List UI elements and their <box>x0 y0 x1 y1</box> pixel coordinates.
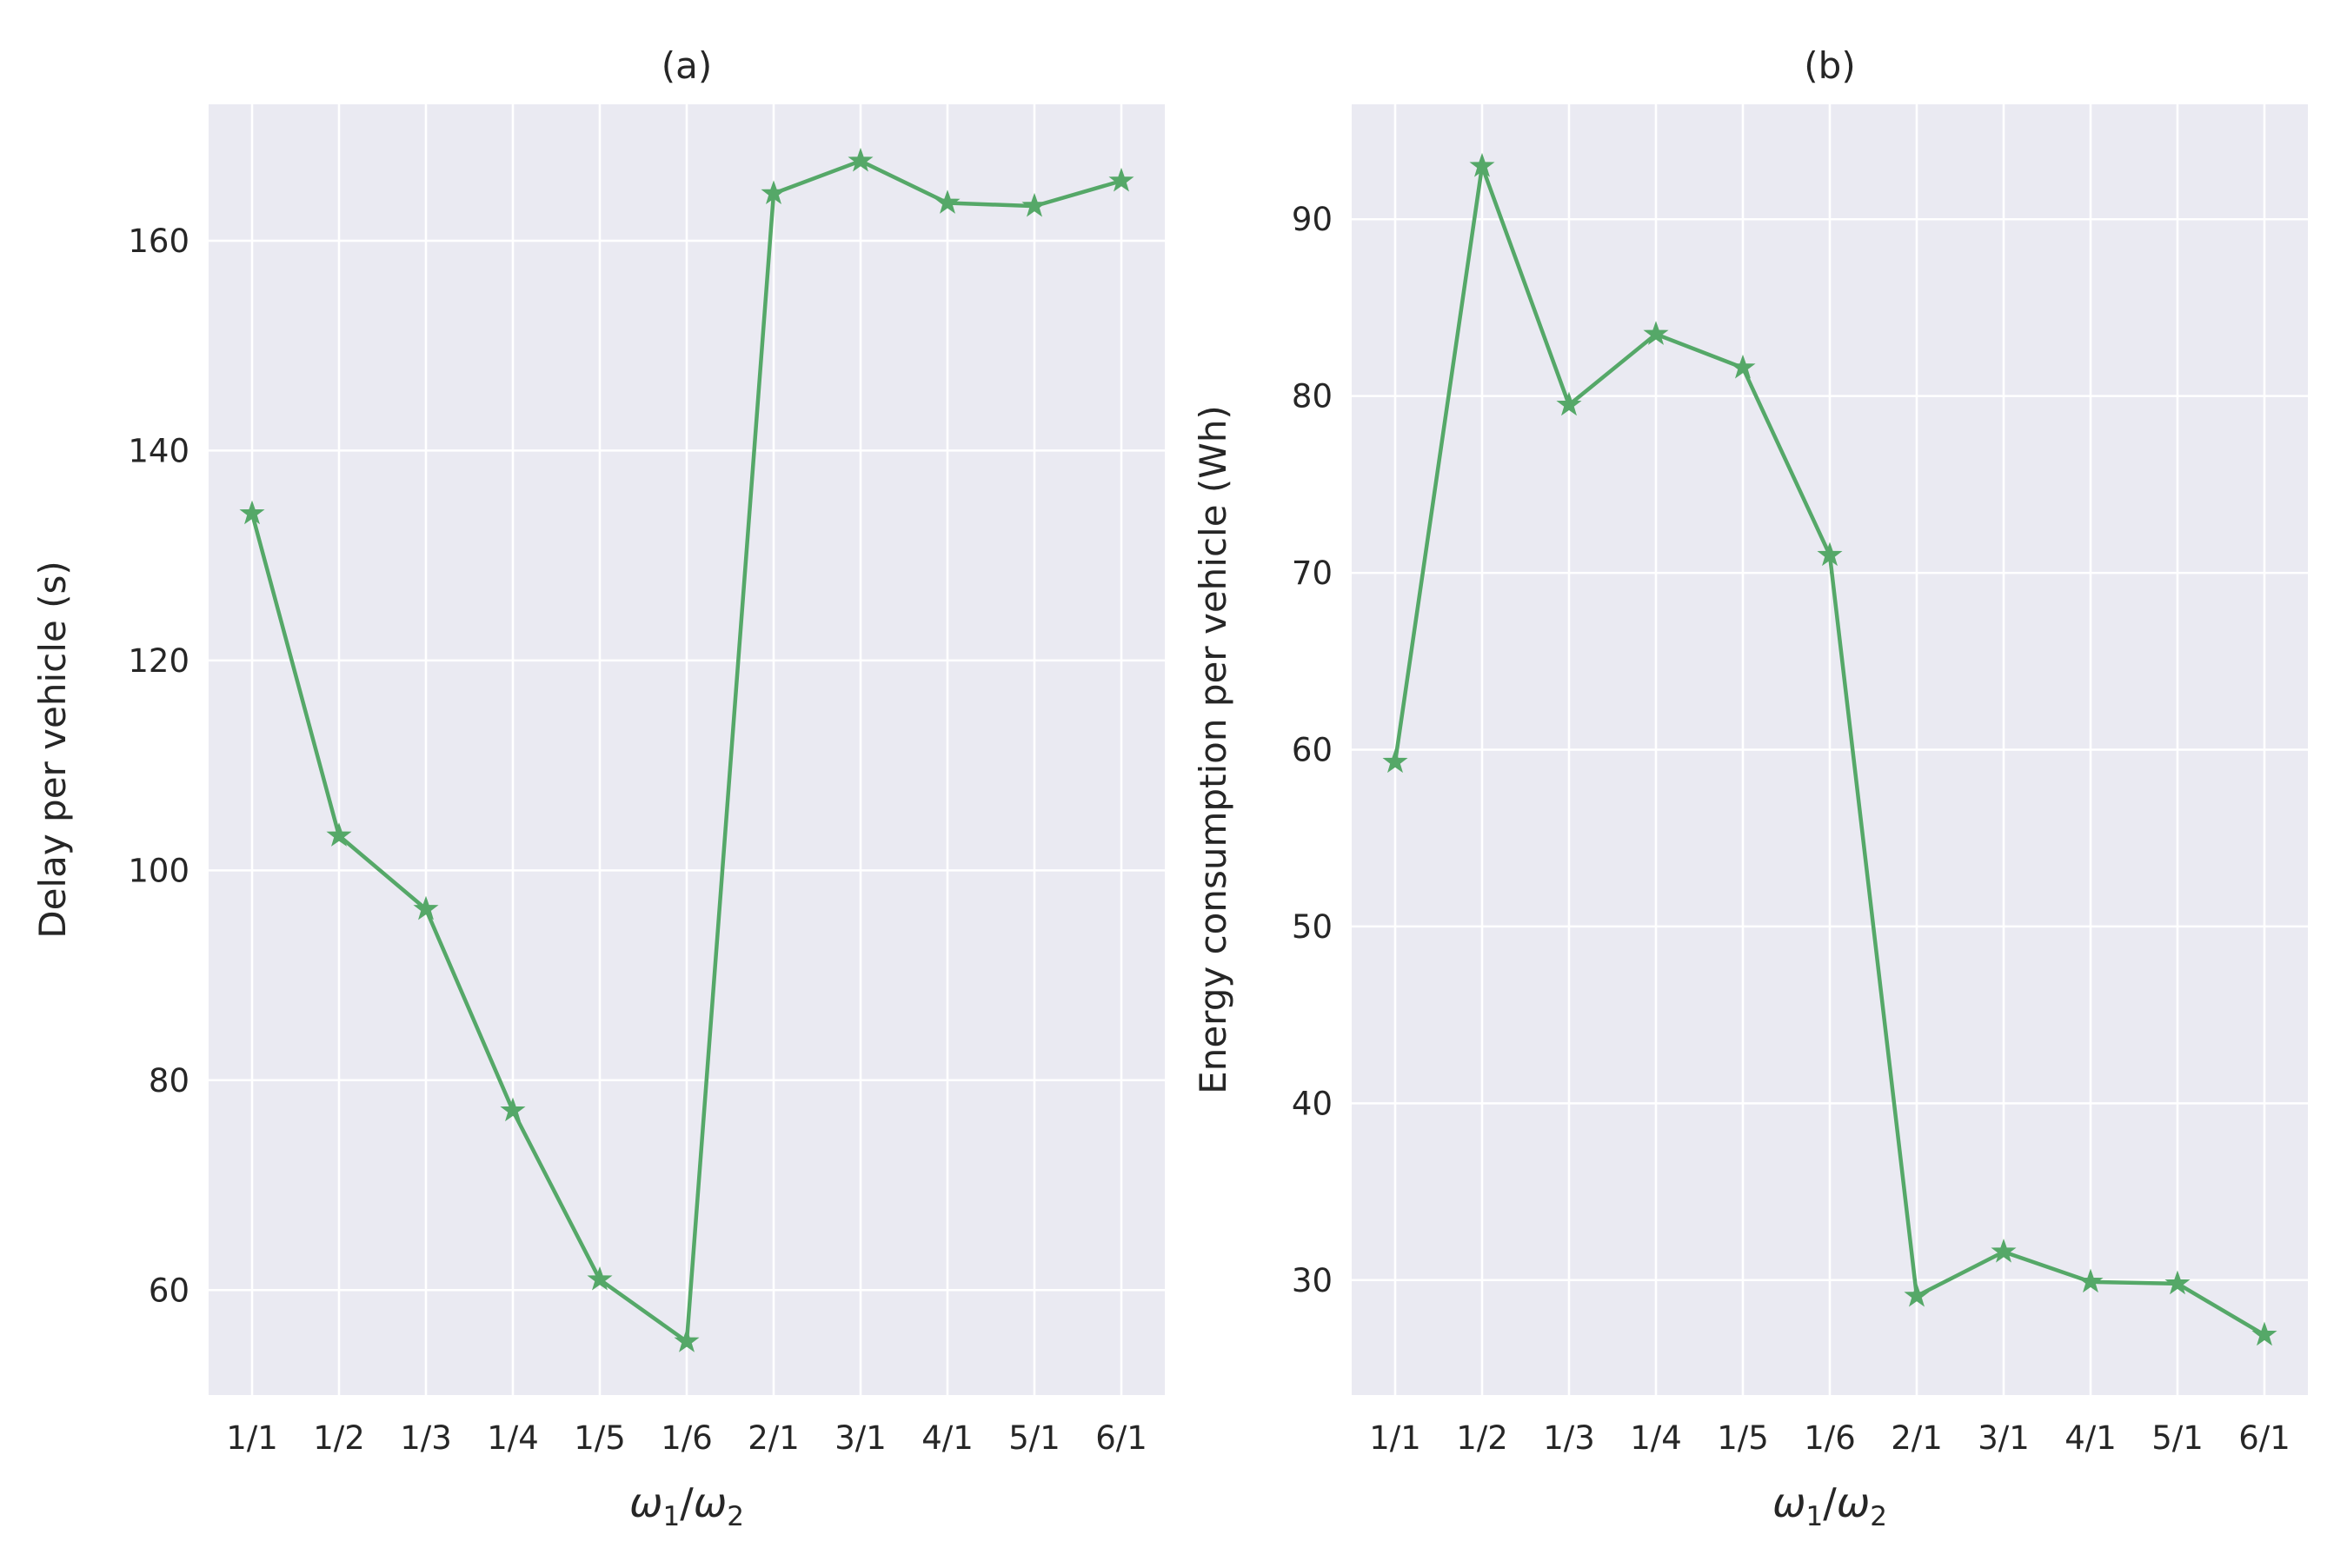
chart-a-x-tick-label: 1/2 <box>313 1419 365 1457</box>
chart-b-data-point-4-1 <box>2078 1268 2104 1293</box>
chart-b-x-tick-label: 1/3 <box>1543 1419 1595 1457</box>
chart-a-y-tick-label: 100 <box>128 852 189 889</box>
chart-b-data-point-1-5 <box>1730 354 1756 379</box>
chart-b-x-axis-label: ω1/ω2 <box>1772 1479 1887 1532</box>
chart-a-y-tick-label: 160 <box>128 223 189 260</box>
chart-b-x-tick-label: 6/1 <box>2238 1419 2290 1457</box>
chart-b-y-tick-label: 40 <box>1292 1085 1333 1122</box>
chart-a-data-point-1-6 <box>674 1328 700 1352</box>
chart-b-y-tick-label: 60 <box>1292 732 1333 769</box>
chart-a-y-tick-label: 120 <box>128 642 189 680</box>
chart-a-y-tick-label: 60 <box>149 1272 189 1309</box>
chart-a-x-tick-label: 1/3 <box>400 1419 452 1457</box>
chart-a-x-tick-label: 5/1 <box>1008 1419 1060 1457</box>
chart-a-x-axis-label: ω1/ω2 <box>629 1479 744 1532</box>
chart-b-data-point-6-1 <box>2251 1321 2277 1346</box>
chart-a-x-tick-label: 6/1 <box>1095 1419 1147 1457</box>
chart-a-x-tick-label: 2/1 <box>748 1419 800 1457</box>
chart-b-y-tick-label: 80 <box>1292 378 1333 415</box>
chart-b-y-tick-label: 50 <box>1292 908 1333 946</box>
chart-a-title: (a) <box>662 44 713 87</box>
chart-a-data-point-1-1 <box>239 500 265 525</box>
chart-b-x-tick-label: 2/1 <box>1891 1419 1943 1457</box>
chart-a-x-tick-label: 1/1 <box>226 1419 278 1457</box>
chart-a: 1/1 1/2 1/3 1/4 1/5 1/6 2/1 3/1 4/1 5/1 6/1 60 80 100… <box>31 44 1165 1532</box>
chart-b-y-tick-label: 70 <box>1292 555 1333 592</box>
chart-b-y-tick-label: 30 <box>1292 1262 1333 1299</box>
chart-b-data-point-1-4 <box>1643 321 1669 345</box>
chart-a-x-tick-label: 1/4 <box>487 1419 539 1457</box>
chart-a-x-tick-label: 3/1 <box>834 1419 887 1457</box>
chart-a-x-tick-label: 4/1 <box>921 1419 974 1457</box>
chart-b-x-tick-label: 4/1 <box>2064 1419 2117 1457</box>
chart-b-x-tick-label: 1/5 <box>1717 1419 1769 1457</box>
chart-b-data-point-5-1 <box>2164 1270 2191 1295</box>
chart-b: 1/1 1/2 1/3 1/4 1/5 1/6 2/1 3/1 4/1 5/1 6/1 30 40 50 6… <box>1192 44 2308 1532</box>
chart-a-data-point-5-1 <box>1021 192 1047 217</box>
chart-a-data-point-3-1 <box>848 147 874 172</box>
chart-a-data-point-6-1 <box>1108 167 1134 192</box>
chart-b-x-tick-label: 1/1 <box>1369 1419 1421 1457</box>
chart-a-y-tick-label: 140 <box>128 432 189 469</box>
chart-a-x-tick-label: 1/5 <box>574 1419 626 1457</box>
chart-b-data-point-3-1 <box>1991 1238 2017 1263</box>
chart-b-data-point-1-2 <box>1469 152 1495 177</box>
chart-a-data-point-2-1 <box>761 180 787 204</box>
chart-a-y-tick-label: 80 <box>149 1062 189 1100</box>
chart-b-x-tick-label: 3/1 <box>1978 1419 2030 1457</box>
chart-a-data-point-1-5 <box>587 1266 613 1291</box>
chart-b-y-axis-label: Energy consumption per vehicle (Wh) <box>1192 405 1234 1094</box>
chart-b-data-point-2-1 <box>1904 1282 1930 1307</box>
chart-a-data-point-1-4 <box>500 1097 526 1122</box>
chart-b-x-tick-label: 1/6 <box>1804 1419 1856 1457</box>
chart-b-data-point-1-6 <box>1817 541 1843 567</box>
chart-a-data-point-1-2 <box>326 822 352 847</box>
chart-b-x-tick-label: 5/1 <box>2151 1419 2204 1457</box>
chart-b-x-tick-label: 1/2 <box>1456 1419 1508 1457</box>
chart-b-title: (b) <box>1804 44 1855 87</box>
chart-a-x-tick-label: 1/6 <box>661 1419 713 1457</box>
chart-b-x-tick-label: 1/4 <box>1630 1419 1682 1457</box>
chart-a-data-point-1-3 <box>413 895 439 920</box>
chart-b-data-point-1-1 <box>1382 748 1408 774</box>
chart-a-y-axis-label: Delay per vehicle (s) <box>31 561 74 939</box>
chart-b-data-point-1-3 <box>1556 391 1582 416</box>
chart-a-data-point-4-1 <box>934 189 961 214</box>
chart-b-y-tick-label: 90 <box>1292 201 1333 238</box>
